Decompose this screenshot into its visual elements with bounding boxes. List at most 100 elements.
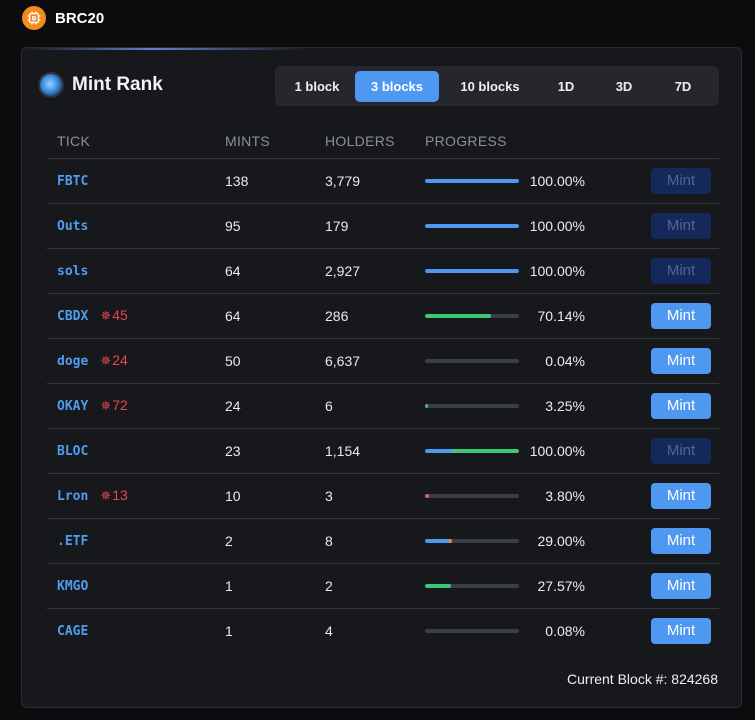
tick-link[interactable]: BLOC — [57, 444, 89, 459]
progress-bar-fill — [425, 313, 491, 318]
progress-bar-fill — [425, 583, 451, 588]
table-row: CBDX ✵45 64 286 70.14% Mint — [47, 293, 719, 339]
tick-link[interactable]: sols — [57, 264, 89, 279]
mint-button[interactable]: Mint — [651, 347, 711, 374]
table-row: OKAY ✵72 24 6 3.25% Mint — [47, 383, 719, 429]
tick-link[interactable]: .ETF — [57, 534, 89, 549]
progress-wrap: 0.08% — [425, 623, 625, 639]
tick-link[interactable]: OKAY — [57, 399, 89, 414]
tab-3d[interactable]: 3D — [615, 78, 633, 94]
cell-progress: 100.00% — [425, 428, 625, 474]
table-row: CAGE 1 4 0.08% Mint — [47, 608, 719, 653]
cell-tick: Lron ✵13 — [47, 473, 225, 519]
mint-button[interactable]: Mint — [651, 572, 711, 599]
cell-tick: CBDX ✵45 — [47, 293, 225, 339]
progress-wrap: 3.25% — [425, 398, 625, 414]
cell-progress: 3.80% — [425, 473, 625, 519]
tick-link[interactable]: Outs — [57, 219, 89, 234]
mint-button[interactable]: Mint — [651, 167, 711, 194]
cell-action: Mint — [625, 338, 719, 384]
mint-button[interactable]: Mint — [651, 617, 711, 644]
mint-button[interactable]: Mint — [651, 257, 711, 284]
spark-icon: ✵ — [100, 353, 112, 368]
progress-percent: 100.00% — [529, 172, 585, 189]
cell-mints: 2 — [225, 518, 325, 564]
cell-tick: OKAY ✵72 — [47, 383, 225, 429]
header-mints: MINTS — [225, 124, 325, 159]
progress-bar-fill — [425, 223, 519, 228]
progress-percent: 3.25% — [545, 397, 585, 414]
cell-holders: 4 — [325, 622, 333, 639]
hot-count: 72 — [112, 397, 128, 413]
cell-tick: Outs — [47, 203, 225, 249]
progress-percent: 29.00% — [537, 532, 585, 549]
tab-7d[interactable]: 7D — [674, 78, 692, 94]
tab-3-blocks[interactable]: 3 blocks — [355, 70, 439, 102]
cell-progress: 70.14% — [425, 293, 625, 339]
mint-button[interactable]: Mint — [651, 302, 711, 329]
cell-progress: 100.00% — [425, 158, 625, 204]
tick-link[interactable]: Lron — [57, 489, 89, 504]
hot-count: 45 — [112, 307, 128, 323]
table-row: doge ✵24 50 6,637 0.04% Mint — [47, 338, 719, 384]
cell-mints: 64 — [225, 293, 325, 339]
cell-action: Mint — [625, 608, 719, 653]
hot-indicator: ✵24 — [100, 352, 127, 369]
tick-link[interactable]: doge — [57, 354, 89, 369]
cell-action: Mint — [625, 293, 719, 339]
progress-bar-fill — [425, 178, 519, 183]
tab-1-block[interactable]: 1 block — [294, 78, 340, 94]
progress-wrap: 0.04% — [425, 353, 625, 369]
cell-tick: KMGO — [47, 563, 225, 609]
table-row: KMGO 1 2 27.57% Mint — [47, 563, 719, 609]
tab-10-blocks[interactable]: 10 blocks — [460, 78, 520, 94]
cell-progress: 100.00% — [425, 203, 625, 249]
cell-action: Mint — [625, 248, 719, 294]
cell-mints: 95 — [225, 203, 325, 249]
cell-holders: 3 — [325, 473, 425, 519]
progress-bar-fill — [425, 268, 519, 273]
progress-percent: 100.00% — [529, 442, 585, 459]
cell-holders: 2,927 — [325, 248, 425, 294]
cell-progress: 0.04% — [425, 338, 625, 384]
tab-1d[interactable]: 1D — [557, 78, 575, 94]
table-row: Lron ✵13 10 3 3.80% Mint — [47, 473, 719, 519]
progress-wrap: 70.14% — [425, 308, 625, 324]
current-block-label: Current Block #: 824268 — [567, 671, 718, 687]
progress-percent: 70.14% — [537, 307, 585, 324]
tick-link[interactable]: CAGE — [57, 624, 89, 640]
table-row: Outs 95 179 100.00% Mint — [47, 203, 719, 249]
tick-link[interactable]: KMGO — [57, 579, 89, 594]
table-row: sols 64 2,927 100.00% Mint — [47, 248, 719, 294]
progress-bar — [425, 358, 519, 363]
time-range-tabs: 1 block 3 blocks 10 blocks 1D 3D 7D — [275, 66, 719, 106]
mint-button[interactable]: Mint — [651, 482, 711, 509]
progress-bar — [425, 403, 519, 408]
cell-holders: 6,637 — [325, 338, 425, 384]
cell-holders: 179 — [325, 203, 425, 249]
mint-button[interactable]: Mint — [651, 392, 711, 419]
hot-indicator: ✵13 — [100, 487, 127, 504]
progress-bar-fill — [425, 403, 429, 408]
progress-percent: 100.00% — [529, 217, 585, 234]
cell-holders: 1,154 — [325, 428, 425, 474]
mint-button[interactable]: Mint — [651, 437, 711, 464]
cell-mints: 23 — [225, 428, 325, 474]
cell-holders: 6 — [325, 383, 425, 429]
mint-button[interactable]: Mint — [651, 527, 711, 554]
cell-progress: 3.25% — [425, 383, 625, 429]
tick-link[interactable]: FBTC — [57, 174, 89, 189]
cell-tick: doge ✵24 — [47, 338, 225, 384]
progress-bar — [425, 448, 519, 453]
header-tick: TICK — [47, 124, 225, 159]
mint-orb-icon — [40, 74, 62, 96]
progress-percent: 3.80% — [545, 487, 585, 504]
tick-link[interactable]: CBDX — [57, 309, 89, 324]
cell-holders: 8 — [325, 518, 425, 564]
mint-button[interactable]: Mint — [651, 212, 711, 239]
cell-holders: 3,779 — [325, 158, 425, 204]
spark-icon: ✵ — [100, 488, 112, 503]
progress-wrap: 3.80% — [425, 488, 625, 504]
cell-action: Mint — [625, 428, 719, 474]
cell-action: Mint — [625, 383, 719, 429]
